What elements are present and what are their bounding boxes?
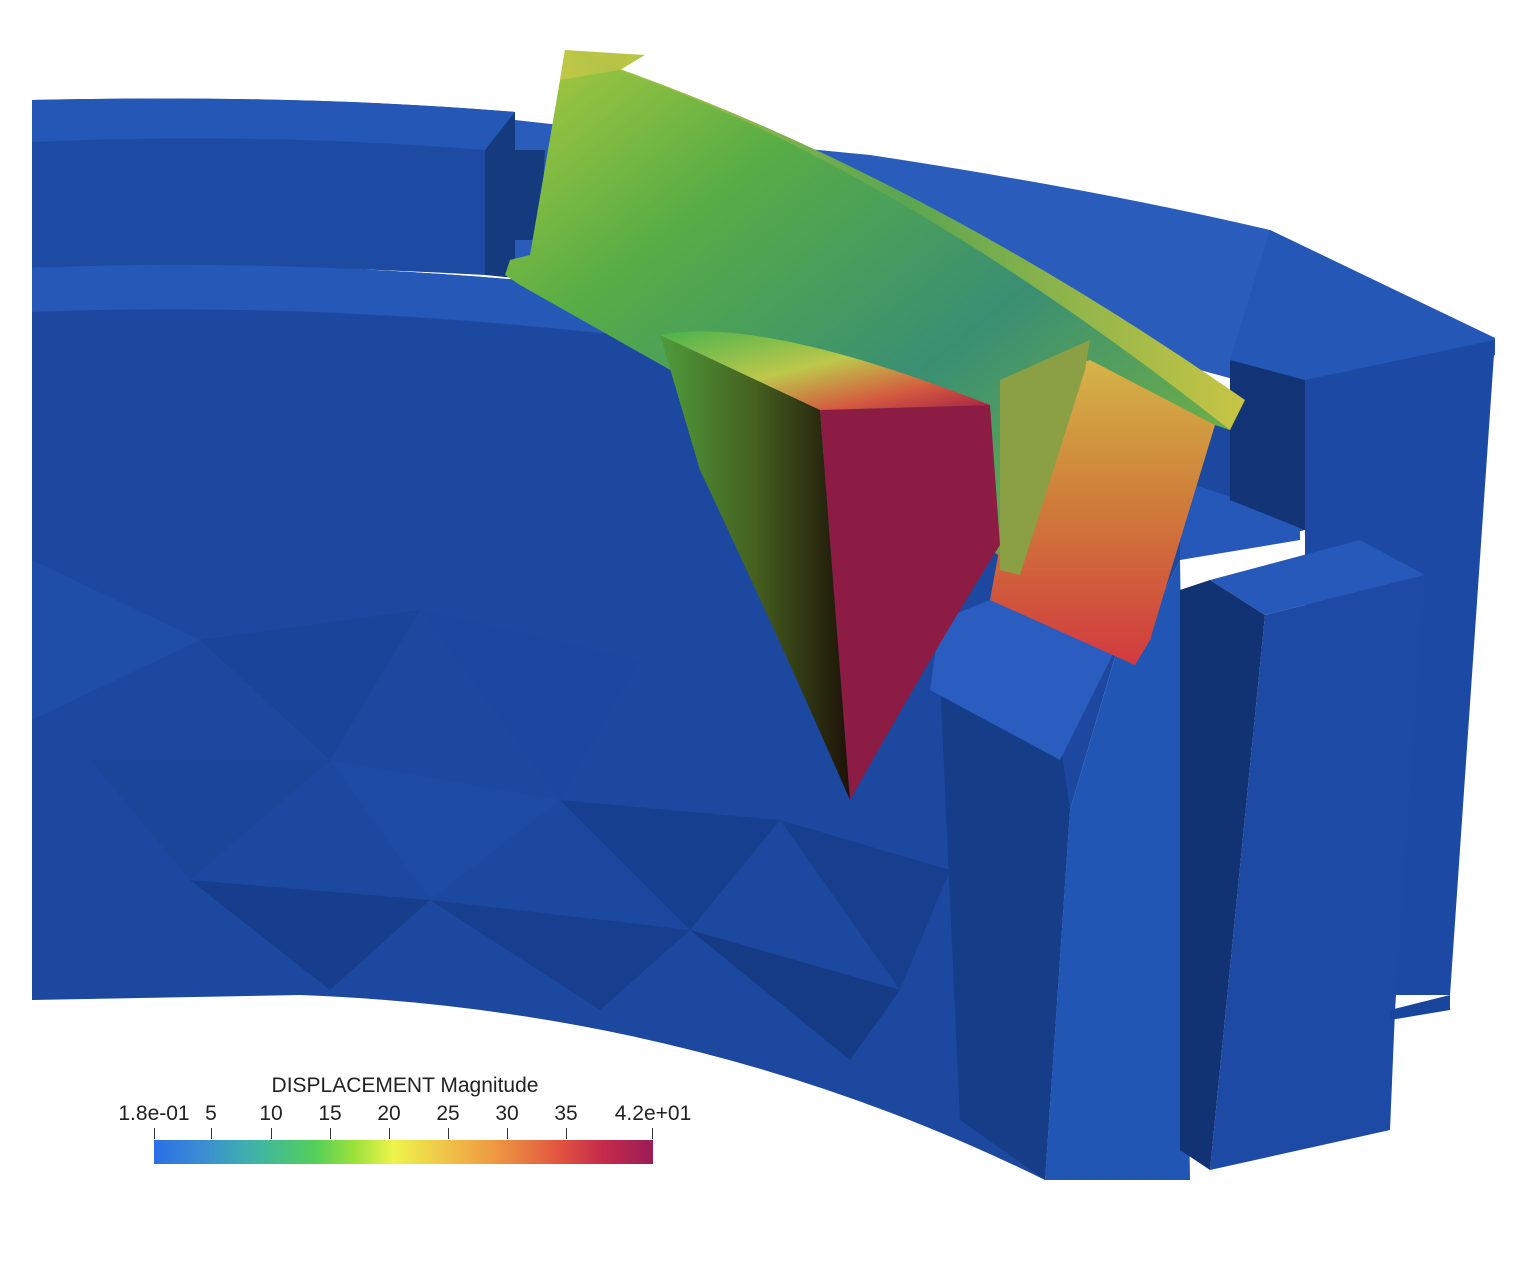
ring-upper-segment [32,98,515,278]
legend-tick-mark [211,1128,212,1139]
color-legend: DISPLACEMENT Magnitude 1.8e-01 5 10 15 2… [110,1072,710,1172]
legend-tick-label: 5 [205,1102,217,1125]
displaced-blade [505,50,1245,665]
legend-tick-label: 4.2e+01 [614,1102,692,1125]
legend-tick-label: 15 [318,1102,342,1125]
legend-tick-mark [652,1128,653,1139]
legend-tick-label: 30 [495,1102,519,1125]
legend-tick-mark [448,1128,449,1139]
legend-tick-mark [154,1128,155,1139]
legend-tick-label: 20 [377,1102,401,1125]
displaced-wedge [660,331,1000,800]
legend-tick-label: 1.8e-01 [118,1102,190,1125]
legend-title: DISPLACEMENT Magnitude [271,1074,539,1097]
legend-tick-label: 25 [436,1102,460,1125]
legend-tick-mark [566,1128,567,1139]
ring-right-blocks [1180,230,1495,1170]
legend-tick-mark [330,1128,331,1139]
legend-tick-mark [389,1128,390,1139]
legend-colorbar [154,1140,653,1164]
legend-tick-label: 10 [259,1102,283,1125]
legend-tick-label: 35 [554,1102,578,1125]
legend-tick-mark [271,1128,272,1139]
legend-tick-mark [507,1128,508,1139]
